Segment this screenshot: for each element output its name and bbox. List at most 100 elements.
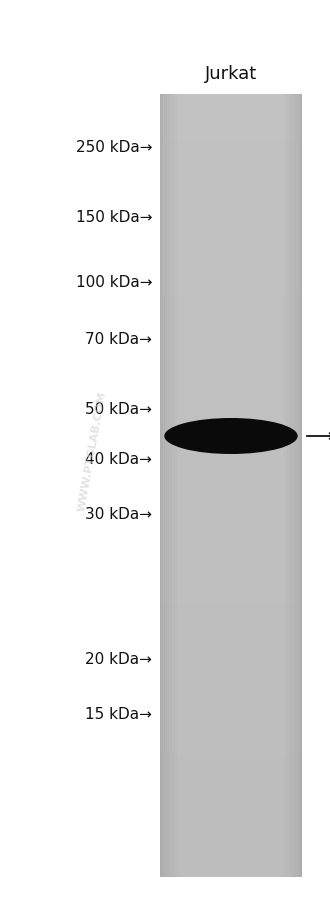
Bar — [160, 619, 302, 621]
Bar — [160, 262, 302, 264]
Bar — [160, 809, 302, 812]
Bar — [160, 483, 302, 486]
Bar — [160, 416, 302, 419]
Bar — [160, 658, 302, 660]
Bar — [160, 264, 302, 267]
Bar — [160, 666, 302, 668]
Bar — [174, 95, 175, 877]
Bar — [167, 95, 168, 877]
Bar — [160, 191, 302, 194]
Bar — [160, 446, 302, 449]
Bar — [160, 241, 302, 244]
Bar — [160, 244, 302, 246]
Bar — [160, 536, 302, 538]
Bar — [177, 95, 178, 877]
Bar — [160, 186, 302, 189]
Bar — [164, 95, 165, 877]
Bar — [301, 95, 302, 877]
Bar — [160, 129, 302, 132]
Bar — [160, 460, 302, 463]
Bar — [165, 95, 166, 877]
Bar — [173, 95, 174, 877]
Bar — [160, 757, 302, 759]
Bar — [294, 95, 295, 877]
Bar — [160, 739, 302, 741]
Bar — [285, 95, 286, 877]
Bar — [160, 543, 302, 546]
Bar — [290, 95, 291, 877]
Bar — [160, 616, 302, 619]
Text: 70 kDa→: 70 kDa→ — [85, 332, 152, 347]
Bar — [160, 562, 302, 564]
Bar — [169, 95, 170, 877]
Bar — [160, 231, 302, 233]
Bar — [284, 95, 285, 877]
Bar — [160, 95, 302, 97]
Bar — [290, 95, 291, 877]
Bar — [296, 95, 297, 877]
Bar — [160, 132, 302, 134]
Bar — [160, 194, 302, 197]
Bar — [160, 729, 302, 731]
Bar — [175, 95, 176, 877]
Text: 100 kDa→: 100 kDa→ — [76, 275, 152, 290]
Bar — [284, 95, 285, 877]
Bar — [160, 134, 302, 136]
Bar — [288, 95, 289, 877]
Bar — [160, 199, 302, 202]
Ellipse shape — [164, 419, 298, 455]
Bar — [160, 853, 302, 856]
Bar — [160, 121, 302, 124]
Bar — [160, 189, 302, 191]
Bar — [160, 791, 302, 794]
Bar — [160, 455, 302, 457]
Bar — [160, 428, 302, 431]
Bar — [163, 95, 164, 877]
Bar — [160, 613, 302, 616]
Bar — [160, 846, 302, 849]
Bar — [297, 95, 298, 877]
Bar — [160, 252, 302, 254]
Bar — [160, 259, 302, 262]
Bar — [160, 303, 302, 306]
Bar — [160, 830, 302, 833]
Bar — [160, 181, 302, 183]
Bar — [160, 721, 302, 723]
Bar — [160, 282, 302, 285]
Bar — [169, 95, 170, 877]
Bar — [160, 538, 302, 540]
Bar — [160, 874, 302, 877]
Bar — [160, 142, 302, 144]
Bar — [160, 695, 302, 697]
Bar — [160, 867, 302, 870]
Bar — [160, 611, 302, 613]
Bar — [171, 95, 172, 877]
Bar — [160, 423, 302, 426]
Bar — [169, 95, 170, 877]
Bar — [160, 100, 302, 103]
Bar — [160, 806, 302, 809]
Bar — [298, 95, 299, 877]
Bar — [160, 275, 302, 278]
Bar — [160, 350, 302, 353]
Bar — [290, 95, 291, 877]
Bar — [160, 332, 302, 335]
Bar — [177, 95, 178, 877]
Bar — [295, 95, 296, 877]
Bar — [160, 580, 302, 583]
Bar — [295, 95, 296, 877]
Bar — [160, 841, 302, 843]
Bar — [160, 238, 302, 241]
Bar — [299, 95, 300, 877]
Bar — [160, 408, 302, 410]
Bar — [160, 205, 302, 207]
Bar — [160, 311, 302, 314]
Bar — [160, 337, 302, 340]
Bar — [160, 820, 302, 823]
Bar — [160, 515, 302, 517]
Bar — [160, 671, 302, 674]
Bar — [160, 635, 302, 637]
Bar — [291, 95, 292, 877]
Bar — [285, 95, 286, 877]
Bar — [166, 95, 167, 877]
